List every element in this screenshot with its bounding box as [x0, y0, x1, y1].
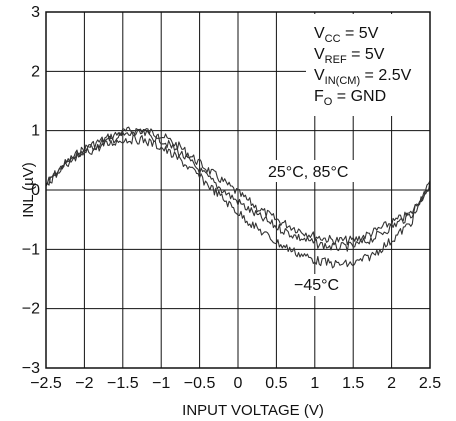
x-tick-label: 1.5 — [342, 375, 364, 392]
y-tick-label: −1 — [22, 241, 40, 258]
y-tick-label: 3 — [31, 4, 40, 21]
data-series — [45, 126, 431, 269]
condition-vcc: VCC = 5V — [314, 25, 379, 45]
annotation-background-cold — [290, 274, 342, 296]
condition-vref: VREF = 5V — [314, 46, 385, 66]
inl-trace-2 — [45, 134, 431, 269]
conditions-background — [306, 14, 430, 116]
annotation-background-hot — [264, 160, 364, 182]
y-tick-label: 1 — [31, 123, 40, 140]
condition-vin-cm: VIN(CM) = 2.5V — [314, 67, 412, 87]
y-tick-label: −2 — [22, 301, 40, 318]
y-axis-label: INL (µV) — [20, 162, 37, 218]
x-tick-label: 0.5 — [265, 375, 287, 392]
x-tick-label: −2.5 — [30, 375, 62, 392]
x-axis-label: INPUT VOLTAGE (V) — [182, 402, 324, 419]
x-tick-label: −2 — [75, 375, 93, 392]
annotation-25c-85c: 25°C, 85°C — [268, 164, 348, 181]
y-tick-label: 2 — [31, 63, 40, 80]
plot-frame — [45, 11, 431, 369]
x-tick-label: 2 — [387, 375, 396, 392]
x-tick-label: −1 — [152, 375, 170, 392]
x-tick-label: 0 — [234, 375, 243, 392]
x-tick-label: 2.5 — [419, 375, 441, 392]
condition-fo: FO = GND — [314, 88, 386, 108]
x-tick-label: 1 — [310, 375, 319, 392]
annotation-minus45c: −45°C — [294, 277, 339, 294]
y-tick-label: 0 — [31, 182, 40, 199]
inl-trace-1 — [45, 128, 431, 252]
y-tick-label: −3 — [22, 360, 40, 377]
x-tick-label: −0.5 — [184, 375, 216, 392]
tick-labels: −2.5 −2 −1.5 −1 −0.5 0 0.5 1 1.5 2 2.5 3 2 1 0 −1 −2 −3 — [22, 4, 441, 392]
inl-trace-0 — [45, 126, 431, 246]
x-tick-label: −1.5 — [107, 375, 139, 392]
